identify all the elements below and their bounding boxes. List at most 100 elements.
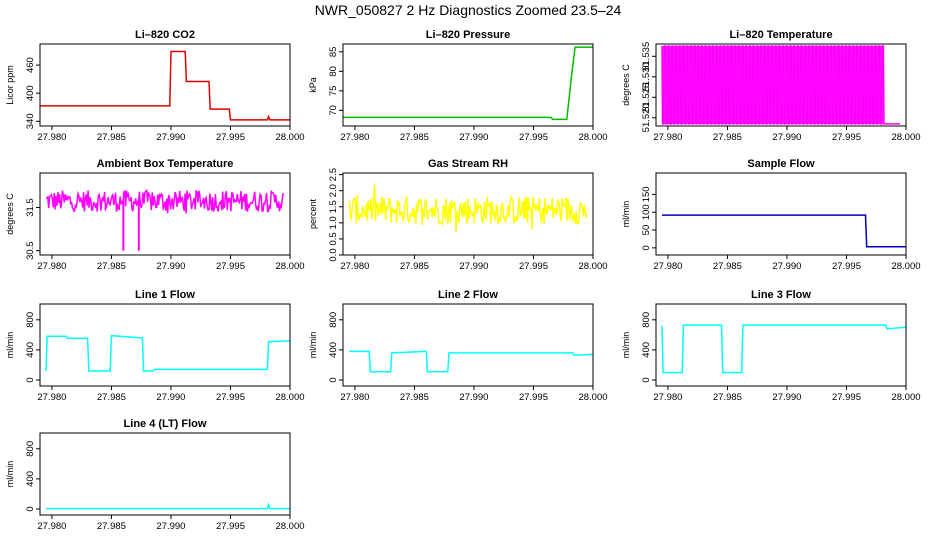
y-tick-label: 31.5 <box>25 198 36 217</box>
y-tick-label: 51.535 <box>641 42 652 71</box>
panel-title: Line 4 (LT) Flow <box>124 418 207 430</box>
y-tick-label: 2.5 <box>328 168 339 181</box>
y-axis-label: ml/min <box>621 201 631 228</box>
x-tick-label: 27.985 <box>400 132 429 143</box>
x-tick-label: 27.995 <box>216 392 245 403</box>
panel-title: Li–820 Pressure <box>426 29 510 41</box>
x-tick-label: 27.980 <box>653 392 682 403</box>
x-tick-label: 27.980 <box>37 392 66 403</box>
y-axis-label: ml/min <box>5 332 15 359</box>
x-tick-label: 28.000 <box>275 132 304 143</box>
plot-frame <box>39 172 291 256</box>
panel-title: Line 2 Flow <box>438 289 498 301</box>
plot-area <box>349 350 593 373</box>
y-tick-label: 2.0 <box>328 184 339 197</box>
x-tick-label: 27.995 <box>832 132 861 143</box>
series-line <box>45 334 290 372</box>
series-line <box>661 45 900 125</box>
y-tick-label: 100 <box>641 204 652 220</box>
y-tick-label: 0 <box>25 506 36 511</box>
y-tick-label: 0.0 <box>328 248 339 261</box>
plot-area <box>45 188 285 251</box>
x-tick-label: 27.985 <box>713 261 742 272</box>
x-tick-label: 28.000 <box>891 132 920 143</box>
y-tick-label: 85 <box>328 47 339 58</box>
x-tick-label: 28.000 <box>891 392 920 403</box>
series-line <box>349 350 593 373</box>
y-axis-label: ml/min <box>308 332 318 359</box>
series-line <box>40 50 290 121</box>
x-tick-label: 27.985 <box>97 521 126 532</box>
y-tick-label: 30.5 <box>25 241 36 260</box>
y-tick-label: 0 <box>25 377 36 382</box>
plot-area <box>348 184 588 233</box>
x-tick-label: 27.995 <box>832 261 861 272</box>
x-tick-label: 27.995 <box>216 132 245 143</box>
y-axis-label: ml/min <box>5 461 15 488</box>
plot-area <box>343 46 593 121</box>
x-tick-label: 27.985 <box>713 392 742 403</box>
y-tick-label: 0.5 <box>328 232 339 245</box>
y-axis-label: degrees C <box>5 193 15 235</box>
y-tick-label: 75 <box>328 86 339 97</box>
series-line <box>46 501 290 510</box>
y-tick-label: 51.525 <box>641 83 652 112</box>
series-line <box>348 184 588 233</box>
x-tick-label: 27.980 <box>37 521 66 532</box>
y-tick-label: 1.0 <box>328 216 339 229</box>
panel-title: Line 3 Flow <box>751 289 811 301</box>
plot-area <box>661 324 906 374</box>
panel-title: Li–820 Temperature <box>729 29 832 41</box>
x-tick-label: 27.985 <box>97 261 126 272</box>
x-tick-label: 27.980 <box>653 132 682 143</box>
x-tick-label: 27.985 <box>713 132 742 143</box>
plot-frame <box>39 432 291 516</box>
x-tick-label: 27.980 <box>340 132 369 143</box>
x-tick-label: 28.000 <box>275 521 304 532</box>
panel-4: Ambient Box Temperature 27.980 27.985 27.99… <box>5 158 305 272</box>
x-tick-label: 27.985 <box>400 261 429 272</box>
y-tick-label: 51.530 <box>641 62 652 91</box>
panel-1: Li–820 CO2 27.980 27.985 27.990 27.995 28.000… <box>5 29 305 143</box>
x-tick-label: 27.990 <box>772 132 801 143</box>
y-tick-label: 150 <box>641 186 652 202</box>
plot-frame <box>342 303 594 387</box>
plot-frame <box>39 303 291 387</box>
x-tick-label: 27.995 <box>216 261 245 272</box>
y-tick-label: 800 <box>328 312 339 328</box>
plot-area <box>46 501 290 510</box>
plot-area <box>662 214 906 248</box>
y-axis-label: percent <box>308 198 318 229</box>
x-tick-label: 27.990 <box>156 392 185 403</box>
y-tick-label: 70 <box>328 105 339 116</box>
y-tick-label: 0 <box>641 377 652 382</box>
x-tick-label: 27.980 <box>340 261 369 272</box>
x-tick-label: 27.990 <box>156 261 185 272</box>
x-tick-label: 27.990 <box>772 392 801 403</box>
panel-title: Gas Stream RH <box>428 158 508 170</box>
plot-frame <box>39 43 291 127</box>
figure-title: NWR_050827 2 Hz Diagnostics Zoomed 23.5–… <box>314 2 622 18</box>
panel-9: Line 3 Flow 27.980 27.985 27.990 27.995 28.00… <box>621 289 921 403</box>
y-tick-label: 80 <box>328 66 339 77</box>
x-tick-label: 27.990 <box>156 521 185 532</box>
panel-title: Line 1 Flow <box>135 289 195 301</box>
x-tick-label: 28.000 <box>891 261 920 272</box>
x-tick-label: 27.995 <box>519 261 548 272</box>
x-tick-label: 27.980 <box>37 132 66 143</box>
y-tick-label: 800 <box>25 441 36 457</box>
x-tick-label: 27.980 <box>340 392 369 403</box>
plot-area <box>40 50 290 121</box>
panel-8: Line 2 Flow 27.980 27.985 27.990 27.995 28.00… <box>308 289 608 403</box>
y-axis-label: degrees C <box>621 64 631 106</box>
y-tick-label: 400 <box>641 342 652 358</box>
x-tick-label: 27.995 <box>519 392 548 403</box>
x-tick-label: 27.990 <box>772 261 801 272</box>
plot-frame <box>342 172 594 256</box>
plot-frame <box>655 43 907 127</box>
panel-title: Sample Flow <box>747 158 815 170</box>
y-axis-label: Licor ppm <box>5 65 15 105</box>
panel-title: Li–820 CO2 <box>135 29 195 41</box>
y-tick-label: 400 <box>25 342 36 358</box>
